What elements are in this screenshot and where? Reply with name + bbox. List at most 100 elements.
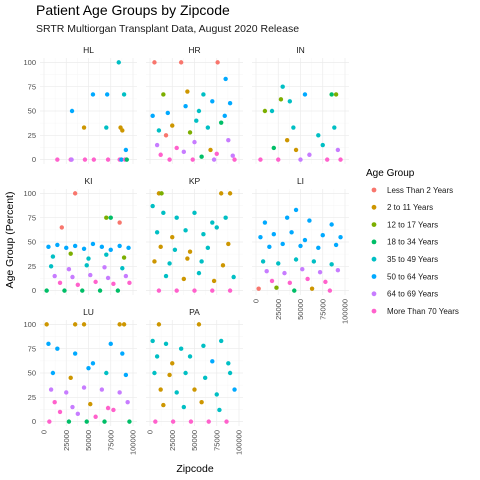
data-point: [338, 157, 343, 162]
data-point: [227, 191, 233, 196]
facet-panel-pa: PA 0 25000 50000 75000 100000: [146, 307, 244, 455]
legend-key: [371, 256, 377, 262]
data-point: [185, 89, 190, 94]
data-point: [323, 279, 328, 285]
data-point: [75, 411, 81, 417]
x-tick-label: 25000: [274, 299, 283, 320]
data-point: [154, 354, 160, 359]
legend-title: Age Group: [366, 168, 415, 179]
data-point: [156, 322, 162, 327]
y-tick-label: 75: [28, 213, 36, 222]
data-point: [161, 92, 166, 97]
data-point: [192, 387, 197, 392]
data-point: [55, 242, 60, 248]
data-point: [150, 338, 155, 344]
x-tick-label: 75000: [212, 430, 221, 451]
data-point: [84, 419, 89, 424]
y-tick-label: 25: [28, 131, 36, 140]
facet-panel-ki: KI 0 25 50 75 100: [23, 176, 137, 295]
data-point: [156, 128, 162, 133]
legend-entry: 35 to 49 Years: [371, 255, 438, 264]
data-point: [48, 387, 54, 392]
facet-panel-in: IN: [252, 45, 349, 164]
facet-strip-label: IN: [296, 45, 305, 55]
legend-entry: 50 to 64 Years: [371, 272, 438, 281]
data-point: [127, 280, 132, 286]
data-point: [154, 142, 160, 148]
data-point: [226, 241, 231, 247]
data-point: [121, 92, 127, 97]
facet-strip-label: HR: [188, 45, 200, 55]
data-point: [86, 256, 91, 261]
data-point: [161, 210, 166, 216]
data-point: [223, 76, 228, 82]
data-point: [338, 234, 343, 240]
data-point: [50, 370, 56, 376]
data-point: [289, 230, 294, 235]
data-point: [271, 145, 277, 151]
data-point: [105, 405, 111, 411]
data-point: [284, 215, 290, 220]
legend-entry: Less Than 2 Years: [371, 186, 453, 195]
data-point: [158, 387, 163, 392]
data-point: [59, 225, 65, 230]
data-point: [170, 419, 176, 424]
data-point: [90, 361, 96, 366]
data-point: [72, 191, 78, 196]
data-point: [55, 346, 60, 351]
data-point: [327, 288, 333, 293]
data-point: [68, 375, 73, 381]
data-point: [108, 341, 113, 347]
data-point: [91, 157, 97, 162]
data-point: [90, 241, 96, 247]
data-point: [72, 322, 78, 327]
data-point: [170, 361, 175, 366]
data-point: [115, 288, 121, 293]
data-point: [163, 273, 169, 279]
data-point: [222, 113, 227, 119]
data-point: [305, 276, 310, 282]
data-point: [276, 157, 281, 162]
data-point: [178, 60, 184, 65]
data-point: [68, 251, 73, 256]
legend-label: 64 to 69 Years: [387, 290, 438, 299]
data-point: [256, 286, 261, 291]
data-point: [152, 259, 157, 264]
data-point: [152, 60, 157, 65]
data-point: [300, 267, 305, 272]
y-tick-label: 100: [23, 320, 36, 329]
data-point: [205, 125, 211, 130]
data-point: [64, 245, 69, 251]
data-point: [84, 263, 89, 268]
data-point: [298, 157, 303, 162]
data-point: [57, 409, 63, 415]
data-point: [156, 288, 162, 293]
data-point: [117, 220, 122, 225]
x-tick-label: 0: [40, 430, 49, 434]
y-tick-label: 0: [32, 155, 36, 164]
data-point: [108, 247, 113, 252]
data-point: [183, 370, 188, 376]
data-point: [231, 274, 236, 280]
data-point: [226, 361, 231, 366]
data-point: [329, 262, 334, 267]
data-point: [211, 278, 217, 284]
data-point: [201, 343, 206, 348]
data-point: [333, 242, 339, 248]
legend-key: [371, 239, 377, 245]
data-point: [181, 149, 187, 155]
data-point: [271, 232, 277, 237]
data-point: [278, 97, 284, 102]
data-point: [302, 237, 308, 243]
data-point: [165, 110, 171, 116]
facet-strip-label: PA: [189, 307, 200, 317]
data-point: [317, 269, 323, 275]
data-point: [120, 266, 125, 271]
data-point: [102, 265, 107, 270]
y-tick-label: 75: [28, 344, 36, 353]
data-point: [90, 92, 96, 97]
data-point: [187, 354, 193, 359]
data-point: [154, 230, 160, 235]
